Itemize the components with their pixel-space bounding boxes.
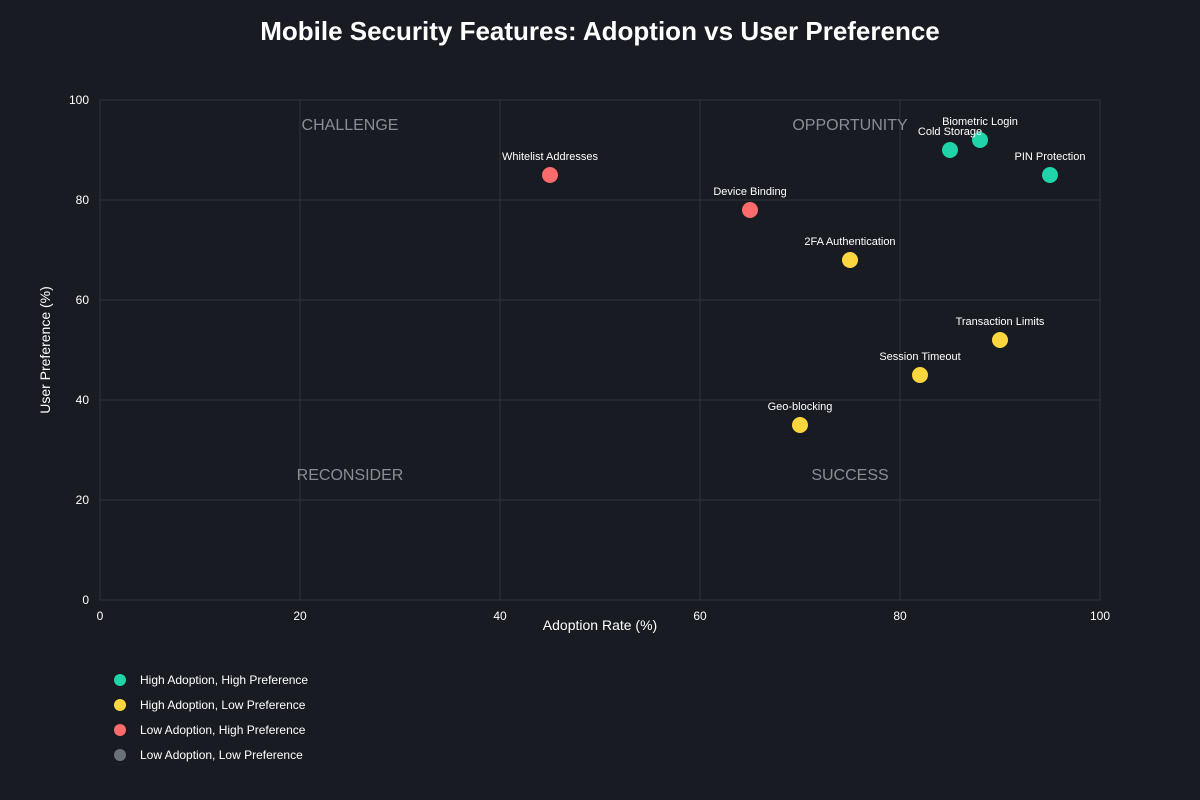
x-tick-label: 20 xyxy=(293,609,307,623)
point-label: Geo-blocking xyxy=(768,401,833,413)
data-point xyxy=(542,167,558,183)
y-tick-label: 0 xyxy=(82,593,89,607)
legend-marker xyxy=(114,674,126,686)
y-tick-label: 20 xyxy=(76,493,90,507)
point-label: Session Timeout xyxy=(879,351,960,363)
grid xyxy=(99,99,1101,601)
point-label: Device Binding xyxy=(713,186,786,198)
point-label: Cold Storage xyxy=(918,126,982,138)
legend: High Adoption, High Preference High Adopt… xyxy=(114,673,308,762)
point-label: 2FA Authentication xyxy=(804,236,895,248)
data-point xyxy=(742,202,758,218)
legend-label: Low Adoption, Low Preference xyxy=(140,748,303,762)
data-point xyxy=(912,367,928,383)
quadrant-label: OPPORTUNITY xyxy=(792,117,908,134)
point-label: PIN Protection xyxy=(1015,151,1086,163)
data-point xyxy=(842,252,858,268)
y-tick-label: 60 xyxy=(76,293,90,307)
data-point xyxy=(942,142,958,158)
data-point xyxy=(972,132,988,148)
data-points xyxy=(542,132,1058,433)
x-tick-label: 40 xyxy=(493,609,507,623)
data-point xyxy=(792,417,808,433)
chart-title: Mobile Security Features: Adoption vs Us… xyxy=(260,16,940,46)
x-tick-label: 100 xyxy=(1090,609,1110,623)
data-point xyxy=(1042,167,1058,183)
quadrant-label: CHALLENGE xyxy=(302,117,399,134)
point-label: Biometric Login xyxy=(942,116,1018,128)
x-tick-label: 60 xyxy=(693,609,707,623)
x-tick-label: 80 xyxy=(893,609,907,623)
y-tick-label: 40 xyxy=(76,393,90,407)
legend-label: High Adoption, High Preference xyxy=(140,673,308,687)
legend-marker xyxy=(114,724,126,736)
data-point xyxy=(992,332,1008,348)
x-axis-title: Adoption Rate (%) xyxy=(543,617,657,633)
point-label: Whitelist Addresses xyxy=(502,151,598,163)
x-tick-label: 0 xyxy=(97,609,104,623)
legend-label: Low Adoption, High Preference xyxy=(140,723,306,737)
legend-label: High Adoption, Low Preference xyxy=(140,698,306,712)
y-tick-label: 80 xyxy=(76,193,90,207)
quadrant-label: RECONSIDER xyxy=(297,467,404,484)
legend-marker xyxy=(114,749,126,761)
plot-border xyxy=(99,99,1101,601)
quadrant-labels: CHALLENGE OPPORTUNITY RECONSIDER SUCCESS xyxy=(297,117,908,484)
y-tick-label: 100 xyxy=(69,93,89,107)
y-axis-title: User Preference (%) xyxy=(37,286,53,414)
axes: 0 20 40 60 80 100 0 20 40 60 80 100 xyxy=(69,93,1110,623)
point-label: Transaction Limits xyxy=(956,316,1045,328)
quadrant-label: SUCCESS xyxy=(811,467,888,484)
legend-marker xyxy=(114,699,126,711)
